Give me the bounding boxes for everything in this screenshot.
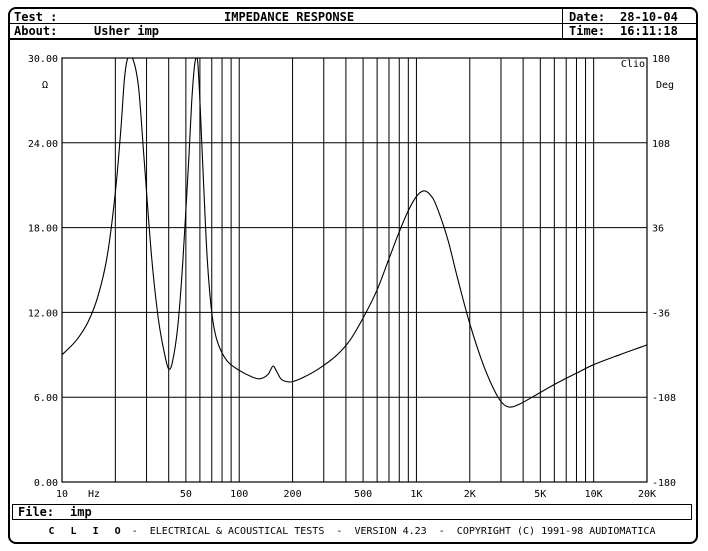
header-divider-top xyxy=(10,23,696,24)
axis-units: Ω Deg Hz Clio xyxy=(42,59,674,500)
y-tick-label: 6.00 xyxy=(34,393,58,404)
about-label: About: xyxy=(14,24,58,38)
x-tick-label: 500 xyxy=(354,489,372,500)
date-value: 28-10-04 xyxy=(620,10,678,24)
about-value: Usher imp xyxy=(94,24,160,38)
time-value: 16:11:18 xyxy=(620,24,678,38)
y-tick-label: 0.00 xyxy=(34,478,58,489)
x-axis-labels: 10 50 100 200 500 1K 2K 5K 10K 20K xyxy=(56,489,656,500)
time-label: Time: xyxy=(569,24,606,38)
x-tick-label: 100 xyxy=(230,489,248,500)
y2-tick-label: 108 xyxy=(652,139,670,150)
y-unit-label: Ω xyxy=(42,80,48,91)
footer-brand: C L I O xyxy=(48,526,126,537)
y2-tick-label: 180 xyxy=(652,54,670,65)
y2-tick-label: -36 xyxy=(652,308,670,319)
plot-border xyxy=(61,57,648,483)
y2-tick-label: 36 xyxy=(652,224,664,235)
x-tick-label: 20K xyxy=(638,489,656,500)
grid xyxy=(61,57,648,483)
y2-tick-label: -108 xyxy=(652,393,676,404)
x-tick-label: 10K xyxy=(585,489,603,500)
header-divider-bottom xyxy=(10,38,696,40)
y2-tick-label: -180 xyxy=(652,478,676,489)
y-tick-label: 24.00 xyxy=(28,139,58,150)
header-divider-vertical xyxy=(562,9,563,39)
y2-unit-label: Deg xyxy=(656,80,674,91)
file-value: imp xyxy=(70,505,92,519)
y-tick-label: 12.00 xyxy=(28,308,58,319)
x-tick-label: 10 xyxy=(56,489,68,500)
file-label: File: xyxy=(18,505,55,519)
x-tick-label: 5K xyxy=(534,489,546,500)
x-unit-label: Hz xyxy=(88,489,100,500)
chart-title: IMPEDANCE RESPONSE xyxy=(224,10,355,24)
x-tick-label: 200 xyxy=(284,489,302,500)
file-bar xyxy=(12,504,692,520)
y-tick-label: 30.00 xyxy=(28,54,58,65)
corner-label: Clio xyxy=(621,59,645,70)
date-label: Date: xyxy=(569,10,606,24)
test-label: Test : xyxy=(14,10,58,24)
footer-copyright: C L I O - ELECTRICAL & ACOUSTICAL TESTS … xyxy=(12,526,692,537)
x-tick-label: 50 xyxy=(180,489,192,500)
x-tick-label: 1K xyxy=(410,489,422,500)
y-axis-labels: 0.00 6.00 12.00 18.00 24.00 30.00 xyxy=(28,54,58,489)
y-tick-label: 18.00 xyxy=(28,224,58,235)
impedance-curve xyxy=(61,57,648,408)
y2-axis-labels: -180 -108 -36 36 108 180 xyxy=(652,54,676,489)
x-tick-label: 2K xyxy=(464,489,476,500)
footer-text: - ELECTRICAL & ACOUSTICAL TESTS - VERSIO… xyxy=(125,526,656,537)
